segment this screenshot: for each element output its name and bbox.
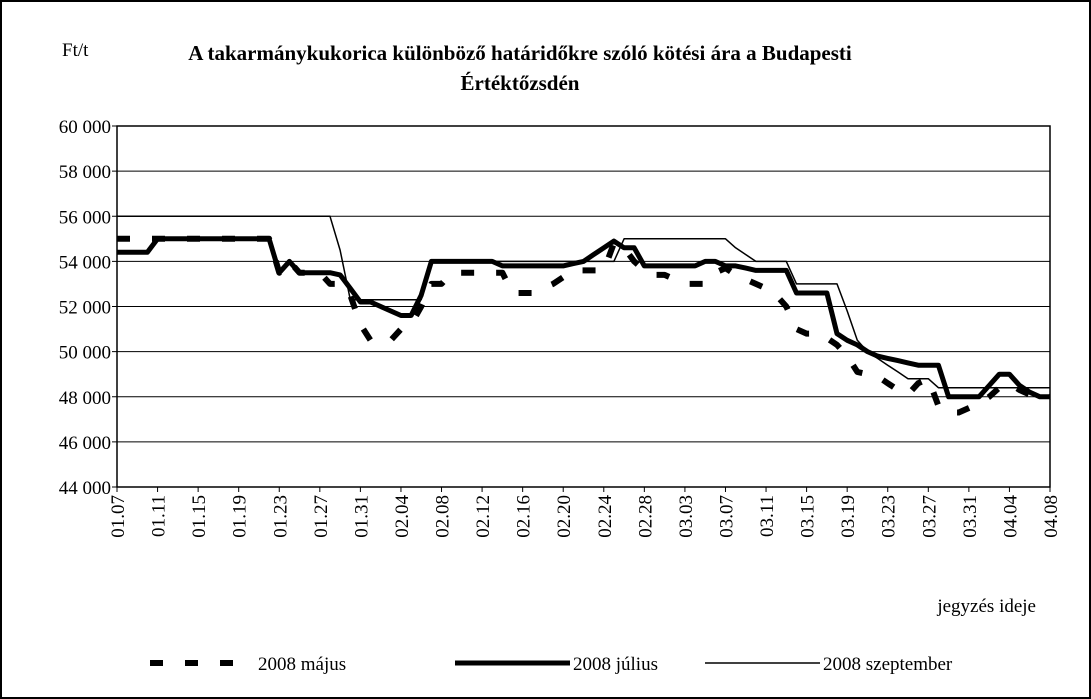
y-tick-label: 50 000 [59,343,111,364]
x-tick-label: 03.15 [798,495,819,538]
chart-title: A takarmánykukorica különböző határidőkr… [188,41,852,95]
x-tick-label: 01.31 [351,495,372,538]
x-tick-label: 01.23 [270,495,291,538]
x-tick-label: 03.03 [676,495,697,538]
y-tick-label: 46 000 [59,433,111,454]
y-tick-label: 52 000 [59,298,111,319]
x-tick-label: 03.19 [838,495,859,538]
x-tick-label: 01.15 [189,495,210,538]
x-tick-label: 01.27 [311,495,332,538]
x-tick-label: 03.27 [919,495,940,538]
x-axis-label: jegyzés ideje [936,596,1036,617]
x-tick-label: 01.07 [108,495,129,538]
x-tick-label: 04.08 [1041,495,1062,538]
x-tick-label: 02.08 [433,495,454,538]
x-tick-label: 03.11 [757,495,778,537]
x-tick-label: 02.12 [473,495,494,538]
x-tick-label: 03.07 [716,495,737,538]
x-tick-label: 04.04 [1000,495,1021,538]
y-tick-label: 60 000 [59,117,111,138]
y-tick-label: 48 000 [59,388,111,409]
series-line [117,235,1051,416]
y-tick-label: 58 000 [59,162,111,183]
y-tick-label: 54 000 [59,252,111,273]
x-tick-label: 02.20 [554,495,575,538]
x-tick-label: 03.23 [879,495,900,538]
legend-label: 2008 május [258,654,346,675]
y-tick-label: 44 000 [59,478,111,499]
x-tick-label: 02.04 [392,495,413,538]
x-tick-label: 01.19 [230,495,251,538]
x-tick-label: 02.28 [635,495,656,538]
x-tick-label: 02.16 [514,495,535,538]
legend-label: 2008 július [573,654,658,675]
x-tick-label: 02.24 [595,495,616,538]
y-axis-label: Ft/t [62,40,89,61]
series-line [117,236,1050,400]
legend-label: 2008 szeptember [823,654,953,675]
x-tick-label: 01.11 [149,495,170,537]
x-tick-label: 03.31 [960,495,981,538]
plot-border [116,125,1051,488]
y-tick-label: 56 000 [59,207,111,228]
